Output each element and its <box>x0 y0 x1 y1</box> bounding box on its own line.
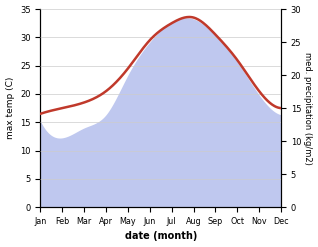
Y-axis label: med. precipitation (kg/m2): med. precipitation (kg/m2) <box>303 52 313 165</box>
Y-axis label: max temp (C): max temp (C) <box>5 77 15 139</box>
X-axis label: date (month): date (month) <box>125 231 197 242</box>
